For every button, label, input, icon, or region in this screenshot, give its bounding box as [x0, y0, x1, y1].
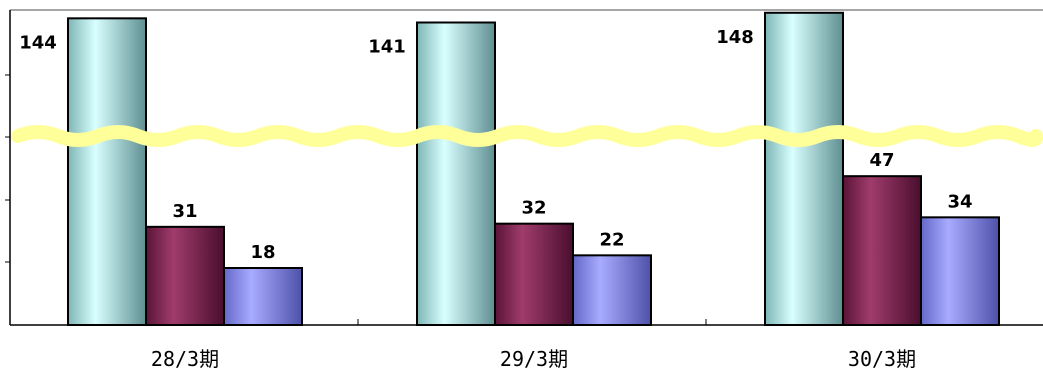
bar-29/3期-series3	[572, 254, 652, 326]
value-label-30/3期-series2: 47	[869, 150, 894, 171]
bar-29/3期-series2	[494, 222, 574, 327]
bar-30/3期-series2	[842, 175, 922, 326]
value-label-29/3期-series1: 141	[368, 37, 406, 58]
y-axis-ticks	[5, 74, 10, 263]
value-label-28/3期-series3: 18	[250, 242, 275, 263]
bar-28/3期-series1	[67, 17, 147, 326]
bars	[67, 11, 1000, 327]
bar-28/3期-series2	[145, 225, 225, 326]
value-label-29/3期-series3: 22	[599, 229, 624, 250]
value-label-28/3期-series1: 144	[19, 32, 57, 53]
axis-break-wave	[11, 125, 1043, 147]
category-labels: 28/3期 29/3期 30/3期	[151, 347, 916, 371]
value-label-29/3期-series2: 32	[521, 198, 546, 219]
bar-28/3期-series3	[223, 267, 303, 326]
category-label-0: 28/3期	[151, 347, 219, 371]
value-label-28/3期-series2: 31	[172, 201, 197, 222]
bar-29/3期-series1	[416, 21, 496, 326]
category-label-2: 30/3期	[848, 347, 916, 371]
value-label-30/3期-series1: 148	[716, 27, 754, 48]
value-labels: 144 31 18 141 32 22 148 47 34	[19, 27, 972, 263]
category-label-1: 29/3期	[500, 347, 568, 371]
x-axis-ticks	[357, 319, 707, 325]
value-label-30/3期-series3: 34	[947, 191, 972, 212]
bar-30/3期-series1	[764, 11, 844, 327]
bar-30/3期-series3	[920, 216, 1000, 326]
